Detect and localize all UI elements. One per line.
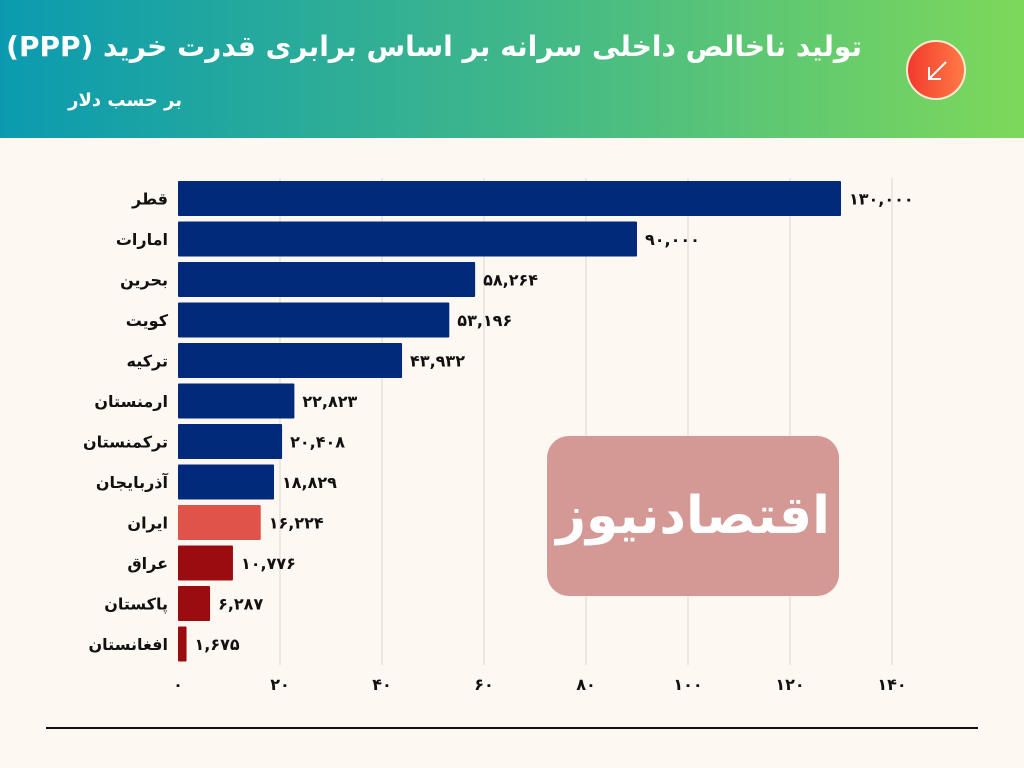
bar bbox=[178, 383, 295, 419]
value-label: ۵۳,۱۹۶ bbox=[457, 311, 512, 330]
value-label: ۱۶,۲۲۴ bbox=[269, 514, 324, 533]
x-tick-label: ۲۰ bbox=[270, 675, 290, 694]
category-label: آذربایجان bbox=[96, 472, 169, 492]
category-label: پاکستان bbox=[104, 595, 168, 615]
category-label: قطر bbox=[131, 190, 168, 209]
x-tick-label: ۰ bbox=[173, 675, 183, 694]
footer-divider bbox=[46, 727, 978, 729]
category-label: افغانستان bbox=[89, 635, 168, 654]
bar bbox=[178, 505, 261, 540]
category-label: ترکمنستان bbox=[83, 433, 168, 452]
bar bbox=[178, 343, 403, 378]
bar bbox=[178, 626, 187, 662]
value-label: ۲۲,۸۲۳ bbox=[302, 392, 357, 411]
category-label: امارات bbox=[116, 230, 168, 249]
x-tick-label: ۱۲۰ bbox=[775, 675, 804, 694]
bar bbox=[178, 302, 450, 338]
x-tick-label: ۱۰۰ bbox=[673, 675, 702, 694]
bar bbox=[178, 221, 637, 257]
x-tick-label: ۸۰ bbox=[576, 675, 596, 694]
bar bbox=[178, 424, 283, 459]
chart-subtitle: بر حسب دلار bbox=[68, 90, 182, 111]
category-label: ترکیه bbox=[127, 352, 169, 371]
header-banner: تولید ناخالص داخلی سرانه بر اساس برابری … bbox=[0, 0, 1024, 138]
arrow-down-left-icon bbox=[906, 40, 966, 100]
value-label: ۵۸,۲۶۴ bbox=[483, 271, 538, 290]
value-label: ۶,۲۸۷ bbox=[218, 595, 263, 614]
value-label: ۱۳۰,۰۰۰ bbox=[849, 190, 914, 209]
x-tick-label: ۶۰ bbox=[474, 675, 494, 694]
value-label: ۱,۶۷۵ bbox=[195, 635, 240, 654]
x-tick-label: ۱۴۰ bbox=[877, 675, 906, 694]
x-tick-label: ۴۰ bbox=[372, 675, 392, 694]
category-label: ارمنستان bbox=[94, 392, 168, 411]
bar bbox=[178, 586, 211, 621]
category-label: کویت bbox=[126, 311, 169, 330]
bar bbox=[178, 262, 476, 297]
watermark-logo: اقتصادنیوز bbox=[547, 436, 839, 596]
value-label: ۹۰,۰۰۰ bbox=[645, 230, 700, 249]
value-label: ۱۰,۷۷۶ bbox=[241, 554, 296, 573]
category-label: بحرین bbox=[120, 271, 168, 290]
value-label: ۴۳,۹۳۲ bbox=[410, 352, 465, 371]
bar bbox=[178, 181, 841, 216]
bar bbox=[178, 464, 275, 500]
value-label: ۱۸,۸۲۹ bbox=[282, 473, 337, 492]
category-label: عراق bbox=[127, 554, 168, 573]
value-label: ۲۰,۴۰۸ bbox=[290, 433, 345, 452]
chart-title: تولید ناخالص داخلی سرانه بر اساس برابری … bbox=[6, 30, 862, 63]
bar bbox=[178, 545, 233, 581]
category-label: ایران bbox=[127, 514, 168, 533]
